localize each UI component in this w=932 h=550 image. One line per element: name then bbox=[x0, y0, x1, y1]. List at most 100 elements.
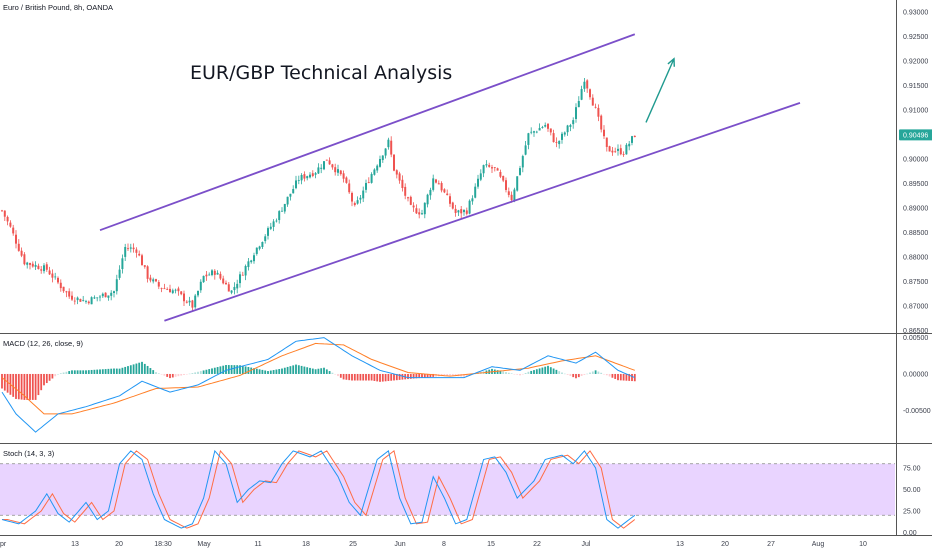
candle-body bbox=[197, 290, 199, 296]
macd-histogram-bar bbox=[429, 373, 432, 378]
candle-body bbox=[320, 167, 323, 169]
candle-body bbox=[460, 209, 463, 214]
candle-body bbox=[421, 213, 423, 215]
candle-body bbox=[174, 289, 177, 291]
candle-body bbox=[348, 183, 351, 193]
macd-histogram-bar bbox=[115, 368, 118, 374]
macd-histogram-bar bbox=[552, 368, 555, 374]
candle-body bbox=[199, 281, 202, 291]
candle-body bbox=[76, 297, 79, 301]
candle-body bbox=[323, 161, 325, 170]
macd-histogram-bar bbox=[267, 371, 269, 374]
macd-histogram-bar bbox=[199, 371, 202, 374]
candle-body bbox=[491, 167, 493, 169]
candle-body bbox=[577, 101, 580, 108]
candle-body bbox=[295, 180, 297, 189]
candle-body bbox=[157, 282, 160, 287]
time-tick-label: 8 bbox=[442, 541, 446, 548]
macd-histogram-bar bbox=[157, 373, 160, 374]
candles-layer bbox=[1, 77, 636, 312]
candle-body bbox=[1, 210, 3, 212]
candle-body bbox=[311, 173, 314, 177]
candle-body bbox=[619, 148, 622, 155]
macd-title[interactable]: MACD (12, 26, close, 9) bbox=[3, 339, 84, 348]
macd-histogram-bar bbox=[339, 373, 342, 378]
candle-body bbox=[633, 135, 636, 138]
macd-histogram-bar bbox=[547, 365, 549, 374]
macd-histogram-bar bbox=[617, 373, 619, 381]
macd-histogram-bar bbox=[538, 368, 541, 374]
channel-upper-line[interactable] bbox=[99, 33, 636, 232]
macd-histogram-bar bbox=[110, 368, 113, 374]
macd-signal-line bbox=[1, 342, 635, 415]
candle-body bbox=[370, 174, 373, 183]
candle-body bbox=[213, 270, 216, 275]
macd-histogram-bar bbox=[129, 365, 132, 374]
macd-histogram-bar bbox=[334, 373, 337, 375]
stoch-title[interactable]: Stoch (14, 3, 3) bbox=[3, 449, 55, 458]
macd-histogram-bar bbox=[323, 367, 325, 374]
symbol-title[interactable]: Euro / British Pound, 8h, OANDA bbox=[3, 3, 113, 12]
candle-body bbox=[300, 174, 303, 181]
macd-histogram-bar bbox=[261, 369, 264, 374]
up-arrow-line[interactable] bbox=[645, 58, 675, 123]
candle-body bbox=[342, 173, 345, 179]
candle-body bbox=[216, 272, 219, 275]
candle-body bbox=[345, 177, 348, 183]
candle-body bbox=[255, 247, 258, 254]
stoch-axis[interactable]: 75.00 50.00 25.00 0.00 bbox=[903, 466, 921, 537]
macd-histogram-bar bbox=[205, 369, 208, 374]
candle-body bbox=[264, 236, 267, 242]
macd-histogram-bar bbox=[138, 362, 141, 374]
candle-body bbox=[614, 151, 617, 153]
candle-body bbox=[622, 153, 625, 155]
candle-body bbox=[325, 159, 328, 161]
candle-body bbox=[507, 191, 510, 195]
macd-axis[interactable]: 0.00500 0.00000 -0.00500 bbox=[903, 335, 931, 415]
macd-histogram-bar bbox=[222, 365, 225, 374]
macd-histogram-bar bbox=[211, 368, 213, 374]
macd-histogram-bar bbox=[533, 370, 535, 374]
candle-body bbox=[395, 170, 398, 175]
macd-histogram-bar bbox=[524, 372, 527, 374]
candle-body bbox=[113, 291, 115, 293]
candle-body bbox=[269, 226, 272, 229]
candle-body bbox=[314, 173, 317, 175]
price-axis[interactable]: 0.930000.925000.920000.915000.910000.905… bbox=[903, 10, 928, 335]
candle-body bbox=[96, 297, 99, 299]
macd-histogram-bar bbox=[421, 373, 423, 378]
candle-body bbox=[440, 183, 443, 191]
macd-histogram-bar bbox=[496, 370, 499, 374]
candle-body bbox=[605, 137, 608, 147]
macd-histogram-bar bbox=[423, 373, 426, 378]
candle-body bbox=[527, 133, 530, 145]
candle-body bbox=[628, 143, 631, 147]
macd-histogram-bar bbox=[247, 366, 250, 374]
macd-histogram-bar bbox=[241, 365, 244, 374]
candle-body bbox=[241, 274, 244, 276]
candle-body bbox=[437, 183, 440, 185]
price-tick-label: 0.88000 bbox=[903, 255, 928, 262]
macd-histogram-bar bbox=[451, 373, 454, 376]
candle-body bbox=[457, 210, 460, 213]
macd-histogram-bar bbox=[3, 373, 6, 391]
candle-body bbox=[90, 297, 93, 305]
macd-histogram-bar bbox=[194, 372, 197, 374]
candle-body bbox=[230, 290, 233, 293]
channel-lower-line[interactable] bbox=[164, 101, 801, 322]
time-axis[interactable]: pr 13 20 18:30 May 11 18 25 Jun 8 15 22 Jul 13 20 27 Aug… bbox=[0, 541, 867, 548]
macd-histogram-bar bbox=[15, 373, 17, 399]
macd-histogram-bar bbox=[26, 373, 29, 400]
macd-histogram-bar bbox=[244, 366, 247, 374]
candle-body bbox=[569, 125, 572, 127]
candle-body bbox=[524, 145, 527, 155]
candle-body bbox=[225, 282, 227, 285]
macd-histogram-bar bbox=[393, 373, 395, 381]
macd-histogram-bar bbox=[45, 373, 48, 384]
time-tick-label: 11 bbox=[254, 541, 261, 548]
candle-body bbox=[589, 89, 591, 98]
candle-body bbox=[303, 174, 306, 179]
candle-body bbox=[51, 273, 54, 278]
candle-body bbox=[586, 80, 589, 89]
